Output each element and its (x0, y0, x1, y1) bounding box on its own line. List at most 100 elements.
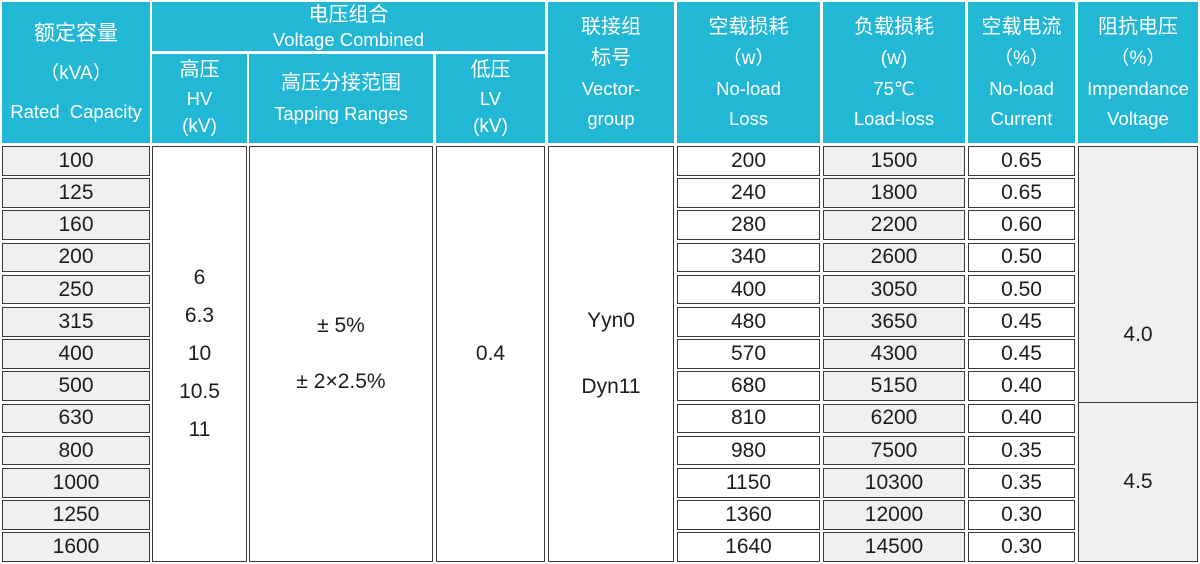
header-impedance-en2: Voltage (1107, 107, 1169, 129)
capacity-cell: 800 (2, 435, 150, 466)
header-lv-en: LV (479, 88, 502, 109)
capacity-cell: 500 (2, 371, 150, 401)
load-loss-cell: 4300 (823, 339, 965, 369)
capacity-cell: 250 (2, 274, 150, 305)
header-no-load-loss-en2: Loss (728, 107, 769, 129)
lv-value: 0.4 (475, 342, 506, 365)
capacity-cell: 125 (2, 178, 150, 208)
header-vector-group: 联接组 标号 Vector- group (548, 2, 674, 143)
header-load-loss-temp: 75℃ (873, 77, 915, 99)
capacity-cell: 1600 (2, 532, 150, 562)
no-load-loss-cell: 240 (677, 178, 820, 208)
impedance-value: 4.5 (1123, 469, 1153, 493)
load-loss-cell: 2600 (823, 242, 965, 273)
hv-value: 11 (188, 418, 211, 441)
load-loss-cell: 5150 (823, 371, 965, 401)
header-hv-zh: 高压 (179, 59, 220, 81)
hv-value: 6.3 (184, 304, 215, 327)
load-loss-cell: 2200 (823, 210, 965, 241)
header-vector-en2: group (587, 107, 635, 129)
header-lv-unit: (kV) (473, 116, 508, 137)
no-load-current-cell: 0.35 (968, 467, 1075, 498)
header-no-load-loss-unit: （w） (722, 47, 775, 69)
header-lv-zh: 低压 (470, 59, 511, 81)
no-load-current-cell: 0.35 (968, 435, 1075, 466)
load-loss-cell: 1500 (823, 146, 965, 176)
no-load-loss-cell: 200 (677, 146, 820, 176)
no-load-loss-cell: 280 (677, 210, 820, 241)
hv-value: 10.5 (179, 380, 220, 403)
capacity-cell: 315 (2, 306, 150, 337)
vector-group-value: Yyn0 (587, 309, 635, 332)
header-rated-capacity: 额定容量 （kVA） Rated Capacity (2, 2, 150, 143)
vector-group-value: Dyn11 (581, 375, 641, 398)
header-load-loss: 负载损耗 (w) 75℃ Load-loss (823, 2, 965, 143)
capacity-cell: 100 (2, 146, 150, 176)
header-vector-zh2: 标号 (591, 46, 631, 69)
load-loss-cell: 7500 (823, 435, 965, 466)
header-hv-unit: (kV) (182, 116, 217, 137)
header-vector-zh1: 联接组 (581, 15, 641, 38)
header-tapping-ranges: 高压分接范围 Tapping Ranges (249, 54, 433, 143)
load-loss-cell: 1800 (823, 178, 965, 208)
no-load-loss-cell: 980 (677, 435, 820, 466)
hv-values-cell: 6 6.3 10 10.5 11 (152, 146, 247, 562)
vector-group-cell: Yyn0 Dyn11 (548, 146, 674, 562)
header-voltage-combined-en: Voltage Combined (272, 28, 425, 50)
load-loss-cell: 10300 (823, 467, 965, 498)
load-loss-cell: 3650 (823, 306, 965, 337)
header-no-load-loss-zh: 空载损耗 (708, 15, 789, 38)
header-vector-en1: Vector- (581, 77, 641, 99)
impedance-cell-4-5: 4.5 (1078, 401, 1198, 562)
header-no-load-current-zh: 空载电流 (981, 15, 1062, 38)
load-loss-cell: 12000 (823, 500, 965, 530)
capacity-cell: 1000 (2, 467, 150, 498)
no-load-loss-cell: 1150 (677, 467, 820, 498)
header-voltage-combined-zh: 电压组合 (308, 3, 389, 26)
header-no-load-current-en2: Current (990, 107, 1053, 129)
capacity-column: 100 125 160 200 250 315 400 500 630 800 … (2, 146, 150, 562)
tapping-range-cell: ± 5% ± 2×2.5% (249, 146, 433, 562)
header-rated-capacity-en: Rated Capacity (10, 100, 142, 122)
no-load-loss-cell: 680 (677, 371, 820, 401)
header-lv: 低压 LV (kV) (436, 54, 545, 143)
header-rated-capacity-unit: （kVA） (40, 62, 112, 84)
header-no-load-loss: 空载损耗 （w） No-load Loss (677, 2, 820, 143)
header-tapping-zh: 高压分接范围 (281, 72, 401, 94)
no-load-current-cell: 0.65 (968, 178, 1075, 208)
no-load-loss-column: 200 240 280 340 400 480 570 680 810 980 … (677, 146, 820, 562)
header-load-loss-en: Load-loss (853, 107, 935, 129)
no-load-current-cell: 0.65 (968, 146, 1075, 176)
no-load-current-cell: 0.50 (968, 242, 1075, 273)
header-load-loss-unit: (w) (880, 47, 908, 69)
header-no-load-current-unit: （%） (994, 47, 1049, 69)
header-impedance-unit: （%） (1110, 47, 1166, 69)
capacity-cell: 400 (2, 339, 150, 369)
hv-value: 10 (187, 342, 212, 365)
load-loss-cell: 6200 (823, 403, 965, 434)
capacity-cell: 160 (2, 210, 150, 241)
header-hv: 高压 HV (kV) (152, 54, 247, 143)
no-load-loss-cell: 340 (677, 242, 820, 273)
header-rated-capacity-zh: 额定容量 (34, 22, 118, 46)
no-load-current-cell: 0.40 (968, 403, 1075, 434)
impedance-column: 4.0 4.5 (1078, 146, 1198, 562)
header-voltage-combined: 电压组合 Voltage Combined (152, 2, 545, 51)
header-load-loss-zh: 负载损耗 (854, 15, 934, 38)
no-load-loss-cell: 1360 (677, 500, 820, 530)
no-load-current-cell: 0.45 (968, 306, 1075, 337)
no-load-current-cell: 0.40 (968, 371, 1075, 401)
no-load-current-cell: 0.60 (968, 210, 1075, 241)
no-load-current-cell: 0.50 (968, 274, 1075, 305)
no-load-current-cell: 0.45 (968, 339, 1075, 369)
no-load-loss-cell: 480 (677, 306, 820, 337)
no-load-loss-cell: 1640 (677, 532, 820, 562)
header-tapping-en: Tapping Ranges (274, 103, 408, 124)
header-impedance-voltage: 阻抗电压 （%） Impendance Voltage (1078, 2, 1198, 143)
header-impedance-zh: 阻抗电压 (1098, 15, 1178, 38)
header-no-load-current: 空载电流 （%） No-load Current (968, 2, 1075, 143)
no-load-current-cell: 0.30 (968, 500, 1075, 530)
capacity-cell: 200 (2, 242, 150, 273)
header-no-load-current-en1: No-load (989, 77, 1054, 99)
